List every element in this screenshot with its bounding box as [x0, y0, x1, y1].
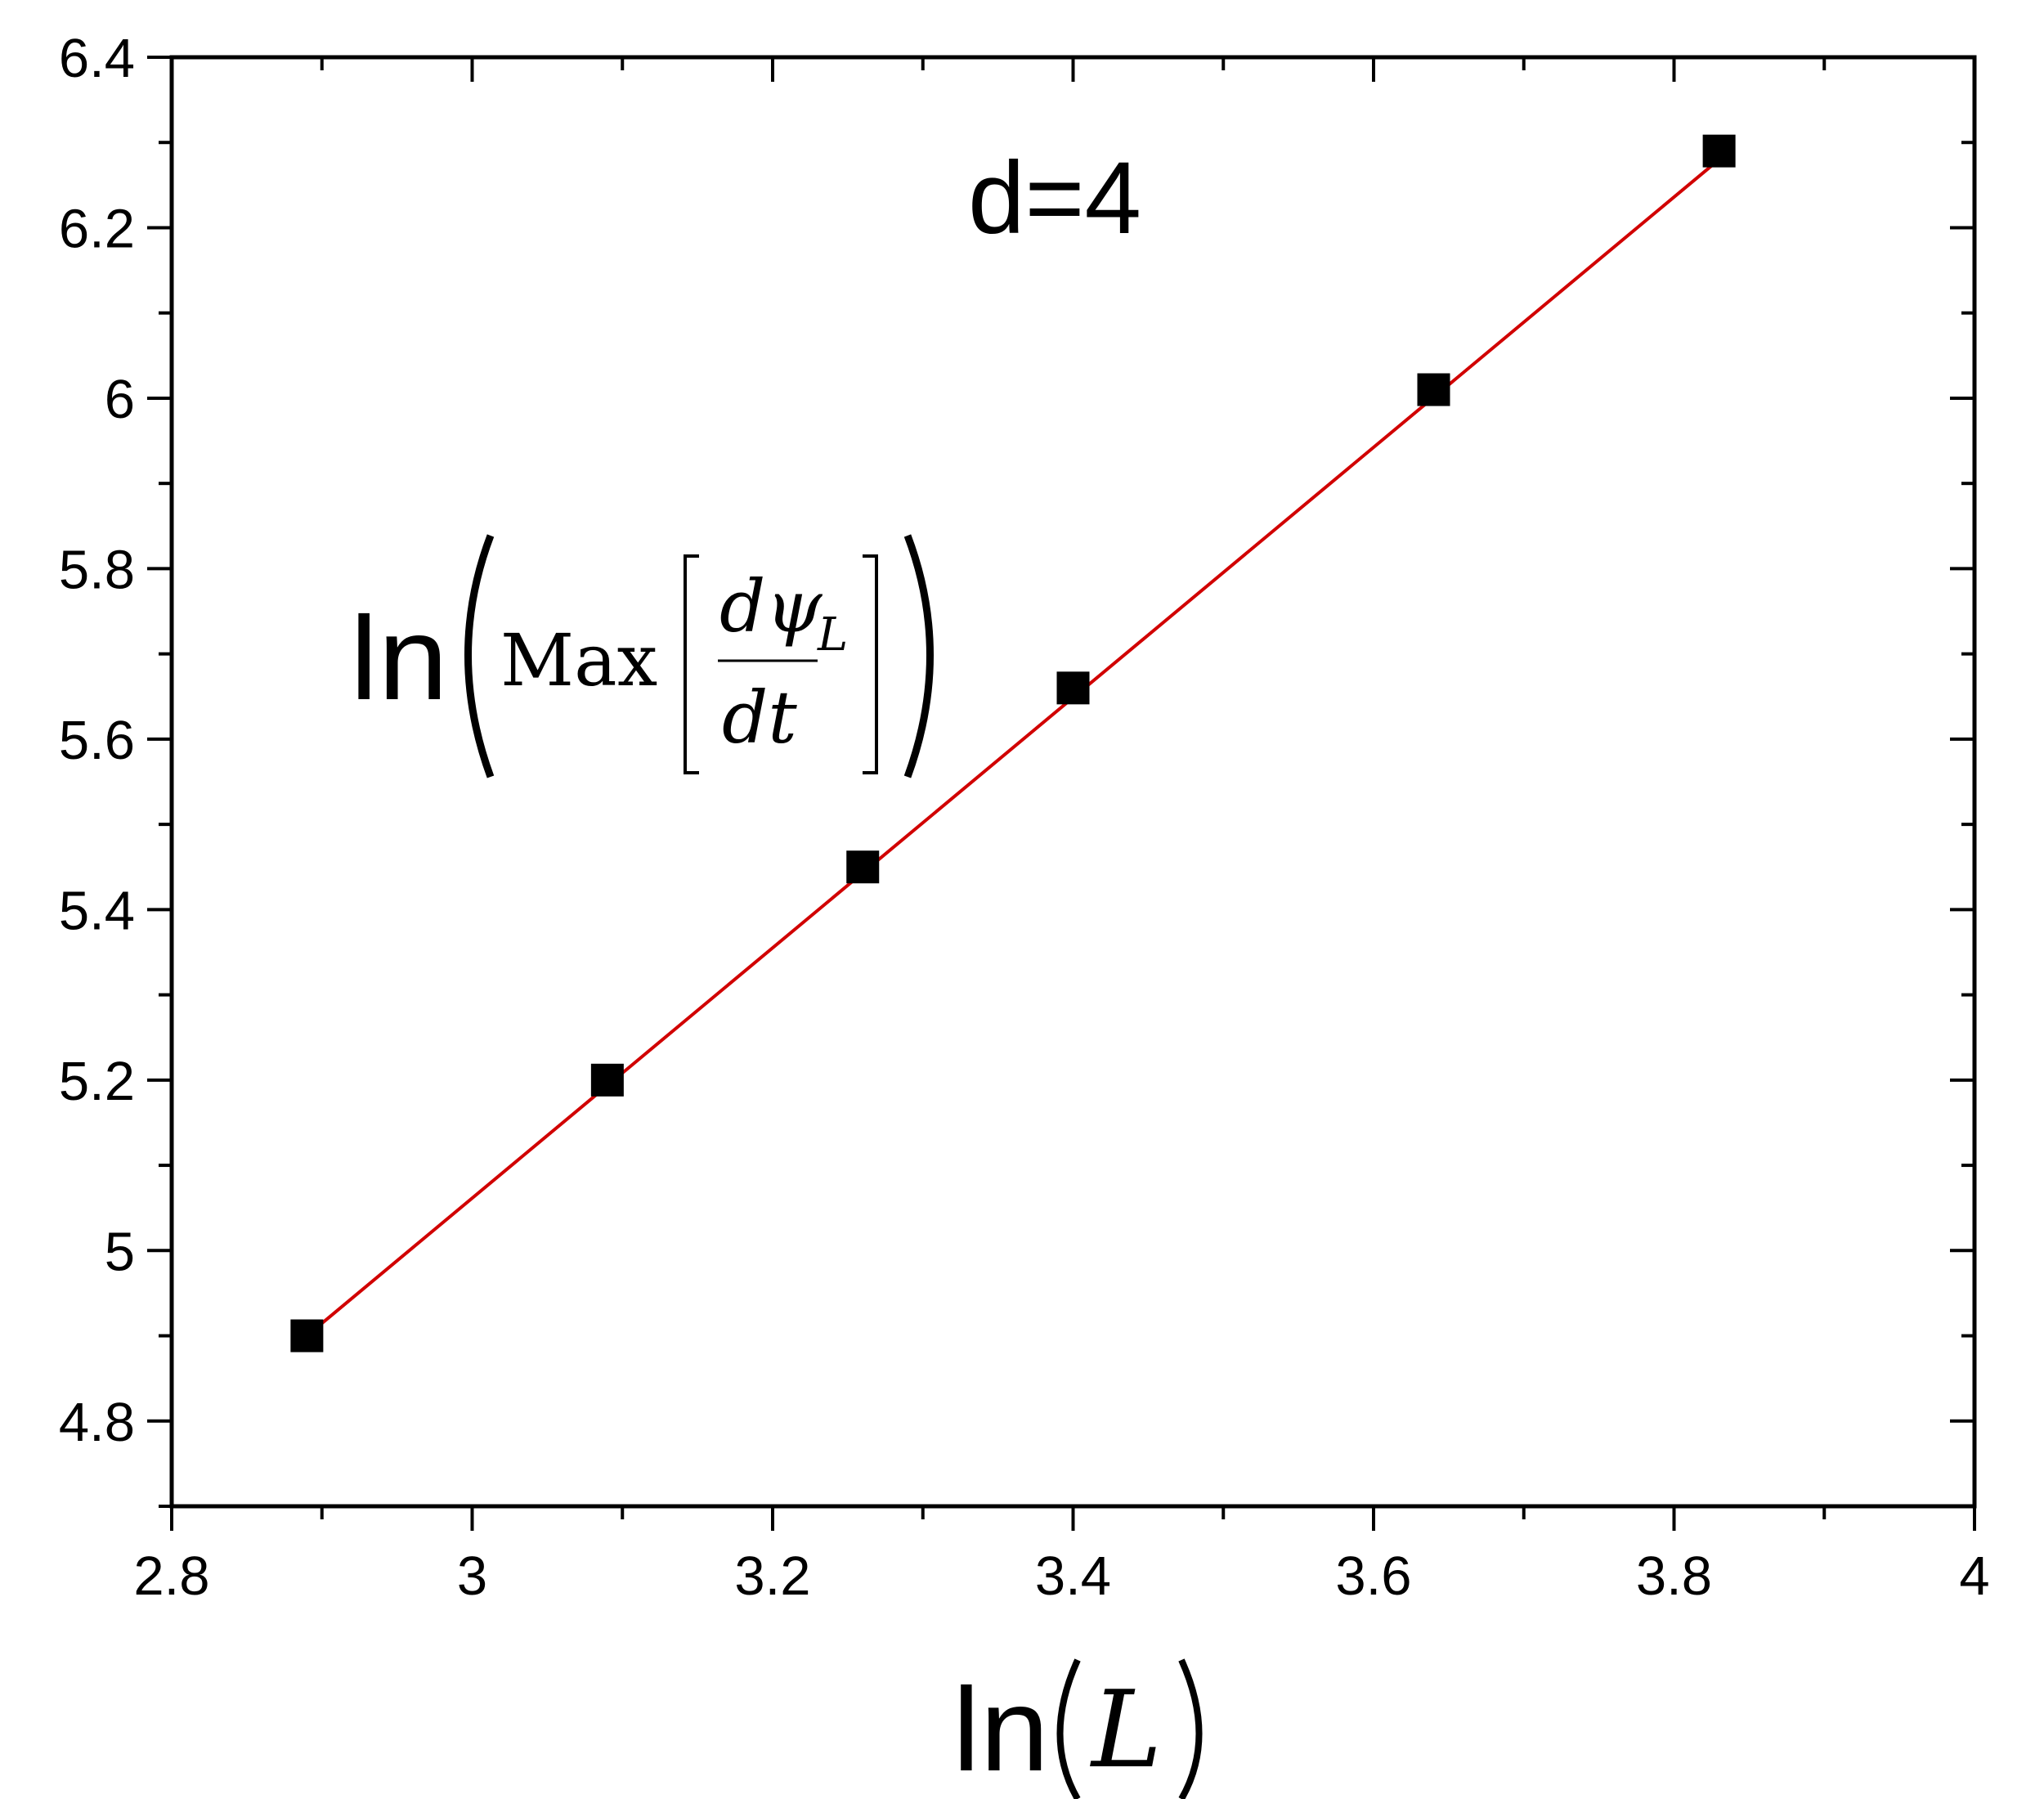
x-tick-label: 3.2 [734, 1546, 810, 1607]
x-tick-label: 4 [1959, 1546, 1989, 1607]
data-point [1417, 373, 1450, 406]
data-point [290, 1319, 324, 1353]
x-axis-label: ln L [953, 1658, 1203, 1799]
x-tick-label: 3.6 [1335, 1546, 1411, 1607]
y-tick-label: 5 [105, 1221, 135, 1282]
y-axis-label: ln Max dψ L dt [350, 534, 934, 778]
y-tick-label: 5.6 [59, 710, 135, 771]
tick-labels: 2.8 3 3.2 3.4 3.6 3.8 4 4.8 5 5.2 5.4 5.6 5.8 6 6.2 6.4 [59, 28, 1990, 1607]
y-tick-label: 5.4 [59, 880, 135, 941]
y-tick-label: 6.2 [59, 198, 135, 259]
fit-line [306, 158, 1720, 1338]
x-tick-label: 3.8 [1636, 1546, 1712, 1607]
data-point [846, 850, 880, 884]
y-tick-label: 5.8 [59, 539, 135, 600]
plot-frame [169, 55, 1977, 1509]
y-label-left-bracket [684, 554, 699, 774]
x-label-var: L [1090, 1667, 1162, 1792]
x-tick-label: 3 [457, 1546, 487, 1607]
ticks [147, 56, 1976, 1531]
x-label-left-paren [1056, 1658, 1081, 1799]
y-label-right-paren [903, 534, 934, 778]
fit-line-group [306, 158, 1720, 1338]
y-tick-label: 6.4 [59, 28, 135, 89]
y-tick-label: 4.8 [59, 1392, 135, 1453]
x-tick-label: 2.8 [133, 1546, 209, 1607]
y-label-right-bracket [863, 554, 878, 774]
data-point [590, 1063, 624, 1097]
y-label-left-paren [464, 534, 495, 778]
y-label-max: Max [500, 618, 657, 702]
y-tick-label: 6 [105, 369, 135, 430]
data-point [1056, 671, 1090, 705]
y-tick-label: 5.2 [59, 1051, 135, 1112]
data-points [290, 134, 1736, 1353]
y-label-denominator: dt [722, 675, 797, 760]
x-label-right-paren [1178, 1658, 1203, 1799]
y-label-subscript: L [817, 608, 848, 662]
x-tick-label: 3.4 [1035, 1546, 1111, 1607]
data-point [1702, 134, 1736, 168]
y-label-numerator: dψ [719, 564, 823, 648]
annotation-d: d=4 [968, 141, 1141, 255]
x-label-ln: ln [953, 1663, 1049, 1796]
y-label-ln: ln [350, 592, 448, 725]
